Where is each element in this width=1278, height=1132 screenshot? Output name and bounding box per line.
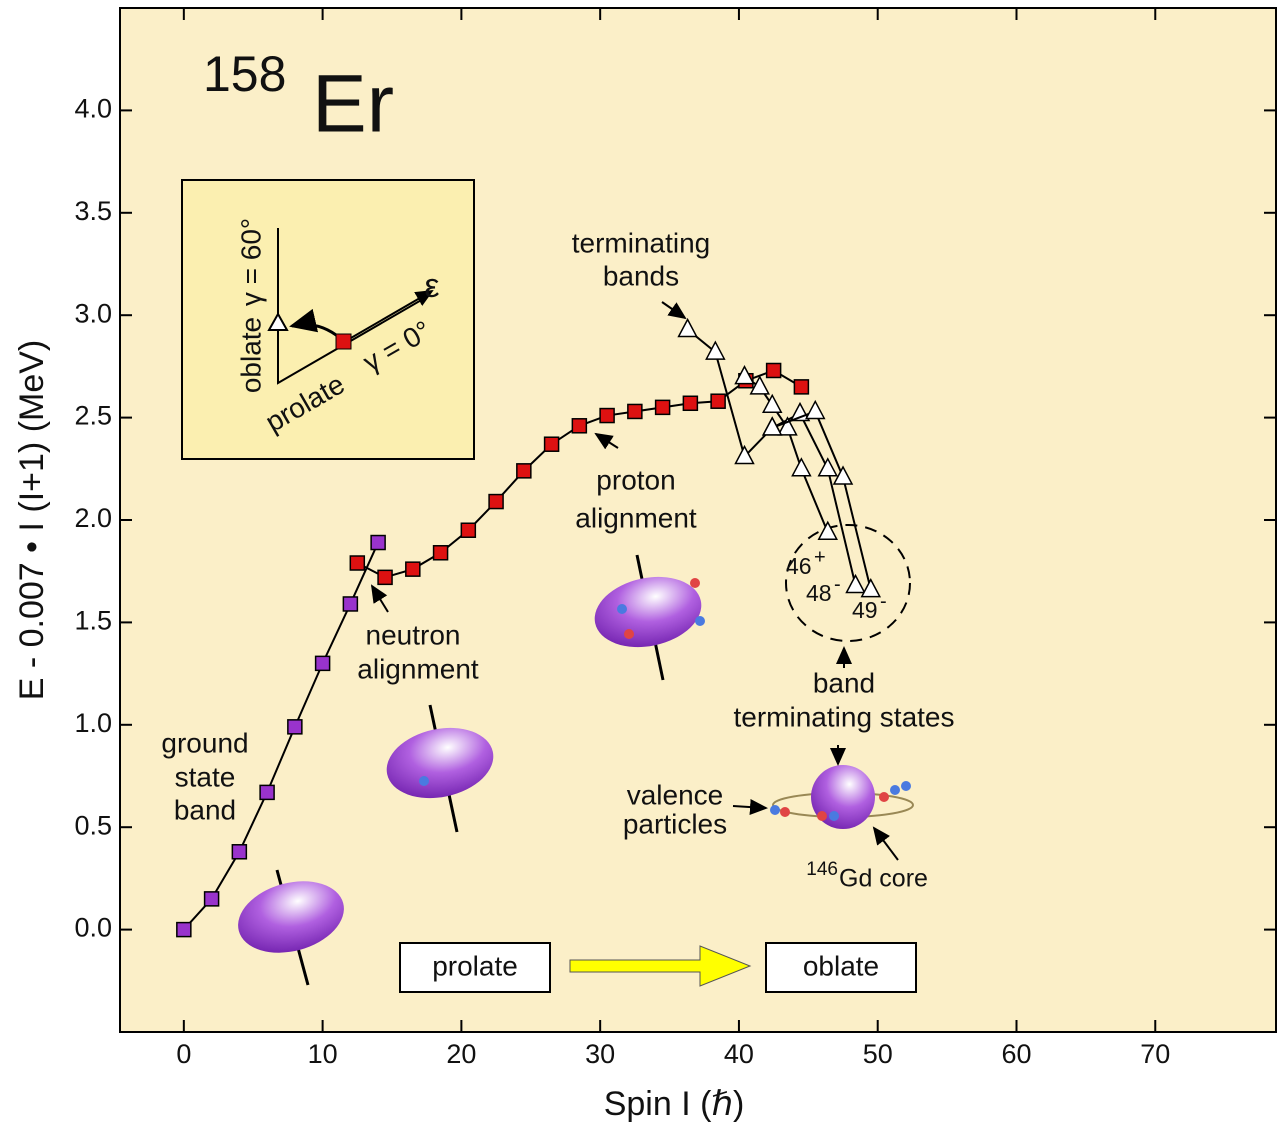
square-marker [231,844,248,860]
x-tick-label: 60 [1001,1039,1031,1069]
triangle-marker [749,375,771,395]
triangle-marker [845,573,866,594]
square-marker [710,393,726,409]
triangle-marker [832,465,854,485]
square-marker [543,436,560,452]
annotation: alignment [575,502,697,533]
triangle-marker [805,399,826,420]
triangle-marker [860,578,882,598]
annotation-arrows [370,301,911,861]
inset-text: oblate [235,317,266,393]
title-element: Er [312,59,394,150]
prolate-box [399,942,551,993]
square-marker [571,418,588,434]
square-marker [370,534,386,551]
annotation: ground [161,727,248,758]
inset-diagram [267,228,434,385]
square-marker [314,655,331,672]
inset-box [181,179,475,460]
square-marker [516,463,532,479]
square-marker [682,395,699,412]
triangle-marker [817,457,839,477]
shape-arrow [569,945,752,987]
triangle-marker [777,416,798,436]
inset-text: γ = 60° [235,218,266,306]
annotation: terminating [572,227,711,258]
box-label: prolate [432,950,518,981]
core-label: Gd core [839,865,928,893]
x-tick-label: 30 [585,1039,615,1069]
triangle-marker [734,444,755,465]
annotation: alignment [357,653,479,684]
y-axis-label: E - 0.007 • I (I+1) (MeV) [13,340,51,701]
square-marker [259,784,275,801]
square-marker [287,719,303,735]
square-marker [349,555,366,571]
state-label: 49 [852,597,878,623]
annotation: band [174,794,236,825]
x-axis-label: Spin I (ℏ) [604,1085,745,1123]
nucleus-cartoons [238,554,914,986]
state-label-sup: - [880,590,887,612]
state-label: 48 [806,580,832,606]
square-marker [377,569,393,586]
x-tick-label: 10 [308,1039,338,1069]
x-tick-label: 0 [176,1039,191,1069]
plot-area [119,7,1277,1033]
square-marker [405,561,421,577]
triangle-marker [761,393,783,414]
y-tick-label: 1.5 [74,606,112,636]
triangle-marker [705,340,726,360]
y-tick-label: 4.0 [74,94,112,124]
square-marker [793,379,810,395]
inset-text: ε [424,267,439,305]
box-label: oblate [803,950,879,981]
annotation: particles [623,808,727,839]
state-label: 46 [786,553,812,579]
x-tick-label: 70 [1140,1039,1170,1069]
square-marker [654,399,671,416]
annotation: neutron [366,619,461,650]
x-tick-label: 50 [863,1039,893,1069]
square-marker [342,596,359,612]
annotation: bands [603,260,679,291]
triangle-marker [734,365,755,385]
square-marker [599,407,615,424]
annotation: valence [627,779,724,810]
square-marker [460,522,477,538]
triangle-marker [677,317,698,338]
core-label-sup: 146 [806,859,838,880]
x-tick-label: 40 [724,1039,754,1069]
y-tick-label: 0.5 [74,810,112,840]
state-label-sup: + [814,546,826,568]
square-marker [176,921,192,938]
series-line [771,410,872,590]
square-marker [488,493,504,510]
oblate-box [765,942,917,993]
triangle-marker [817,520,839,541]
annotation: proton [596,464,675,495]
y-tick-label: 2.0 [74,503,112,533]
x-tick-label: 20 [446,1039,476,1069]
y-tick-label: 3.5 [74,196,112,226]
y-tick-label: 2.5 [74,401,112,431]
triangle-marker [761,416,783,436]
y-tick-label: 3.0 [74,298,112,328]
square-marker [432,545,449,561]
square-marker [627,403,643,420]
state-label-sup: - [834,573,841,595]
y-tick-label: 0.0 [74,913,112,943]
annotation: state [175,761,236,792]
annotation: terminating states [734,701,955,732]
square-marker [765,362,782,379]
annotation: band [813,667,875,698]
title-mass: 158 [203,46,286,102]
y-tick-label: 1.0 [74,708,112,738]
square-marker [203,891,220,907]
triangle-marker [791,457,812,477]
series-line [183,542,380,931]
